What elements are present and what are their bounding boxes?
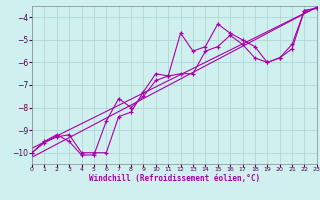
X-axis label: Windchill (Refroidissement éolien,°C): Windchill (Refroidissement éolien,°C) [89, 174, 260, 183]
